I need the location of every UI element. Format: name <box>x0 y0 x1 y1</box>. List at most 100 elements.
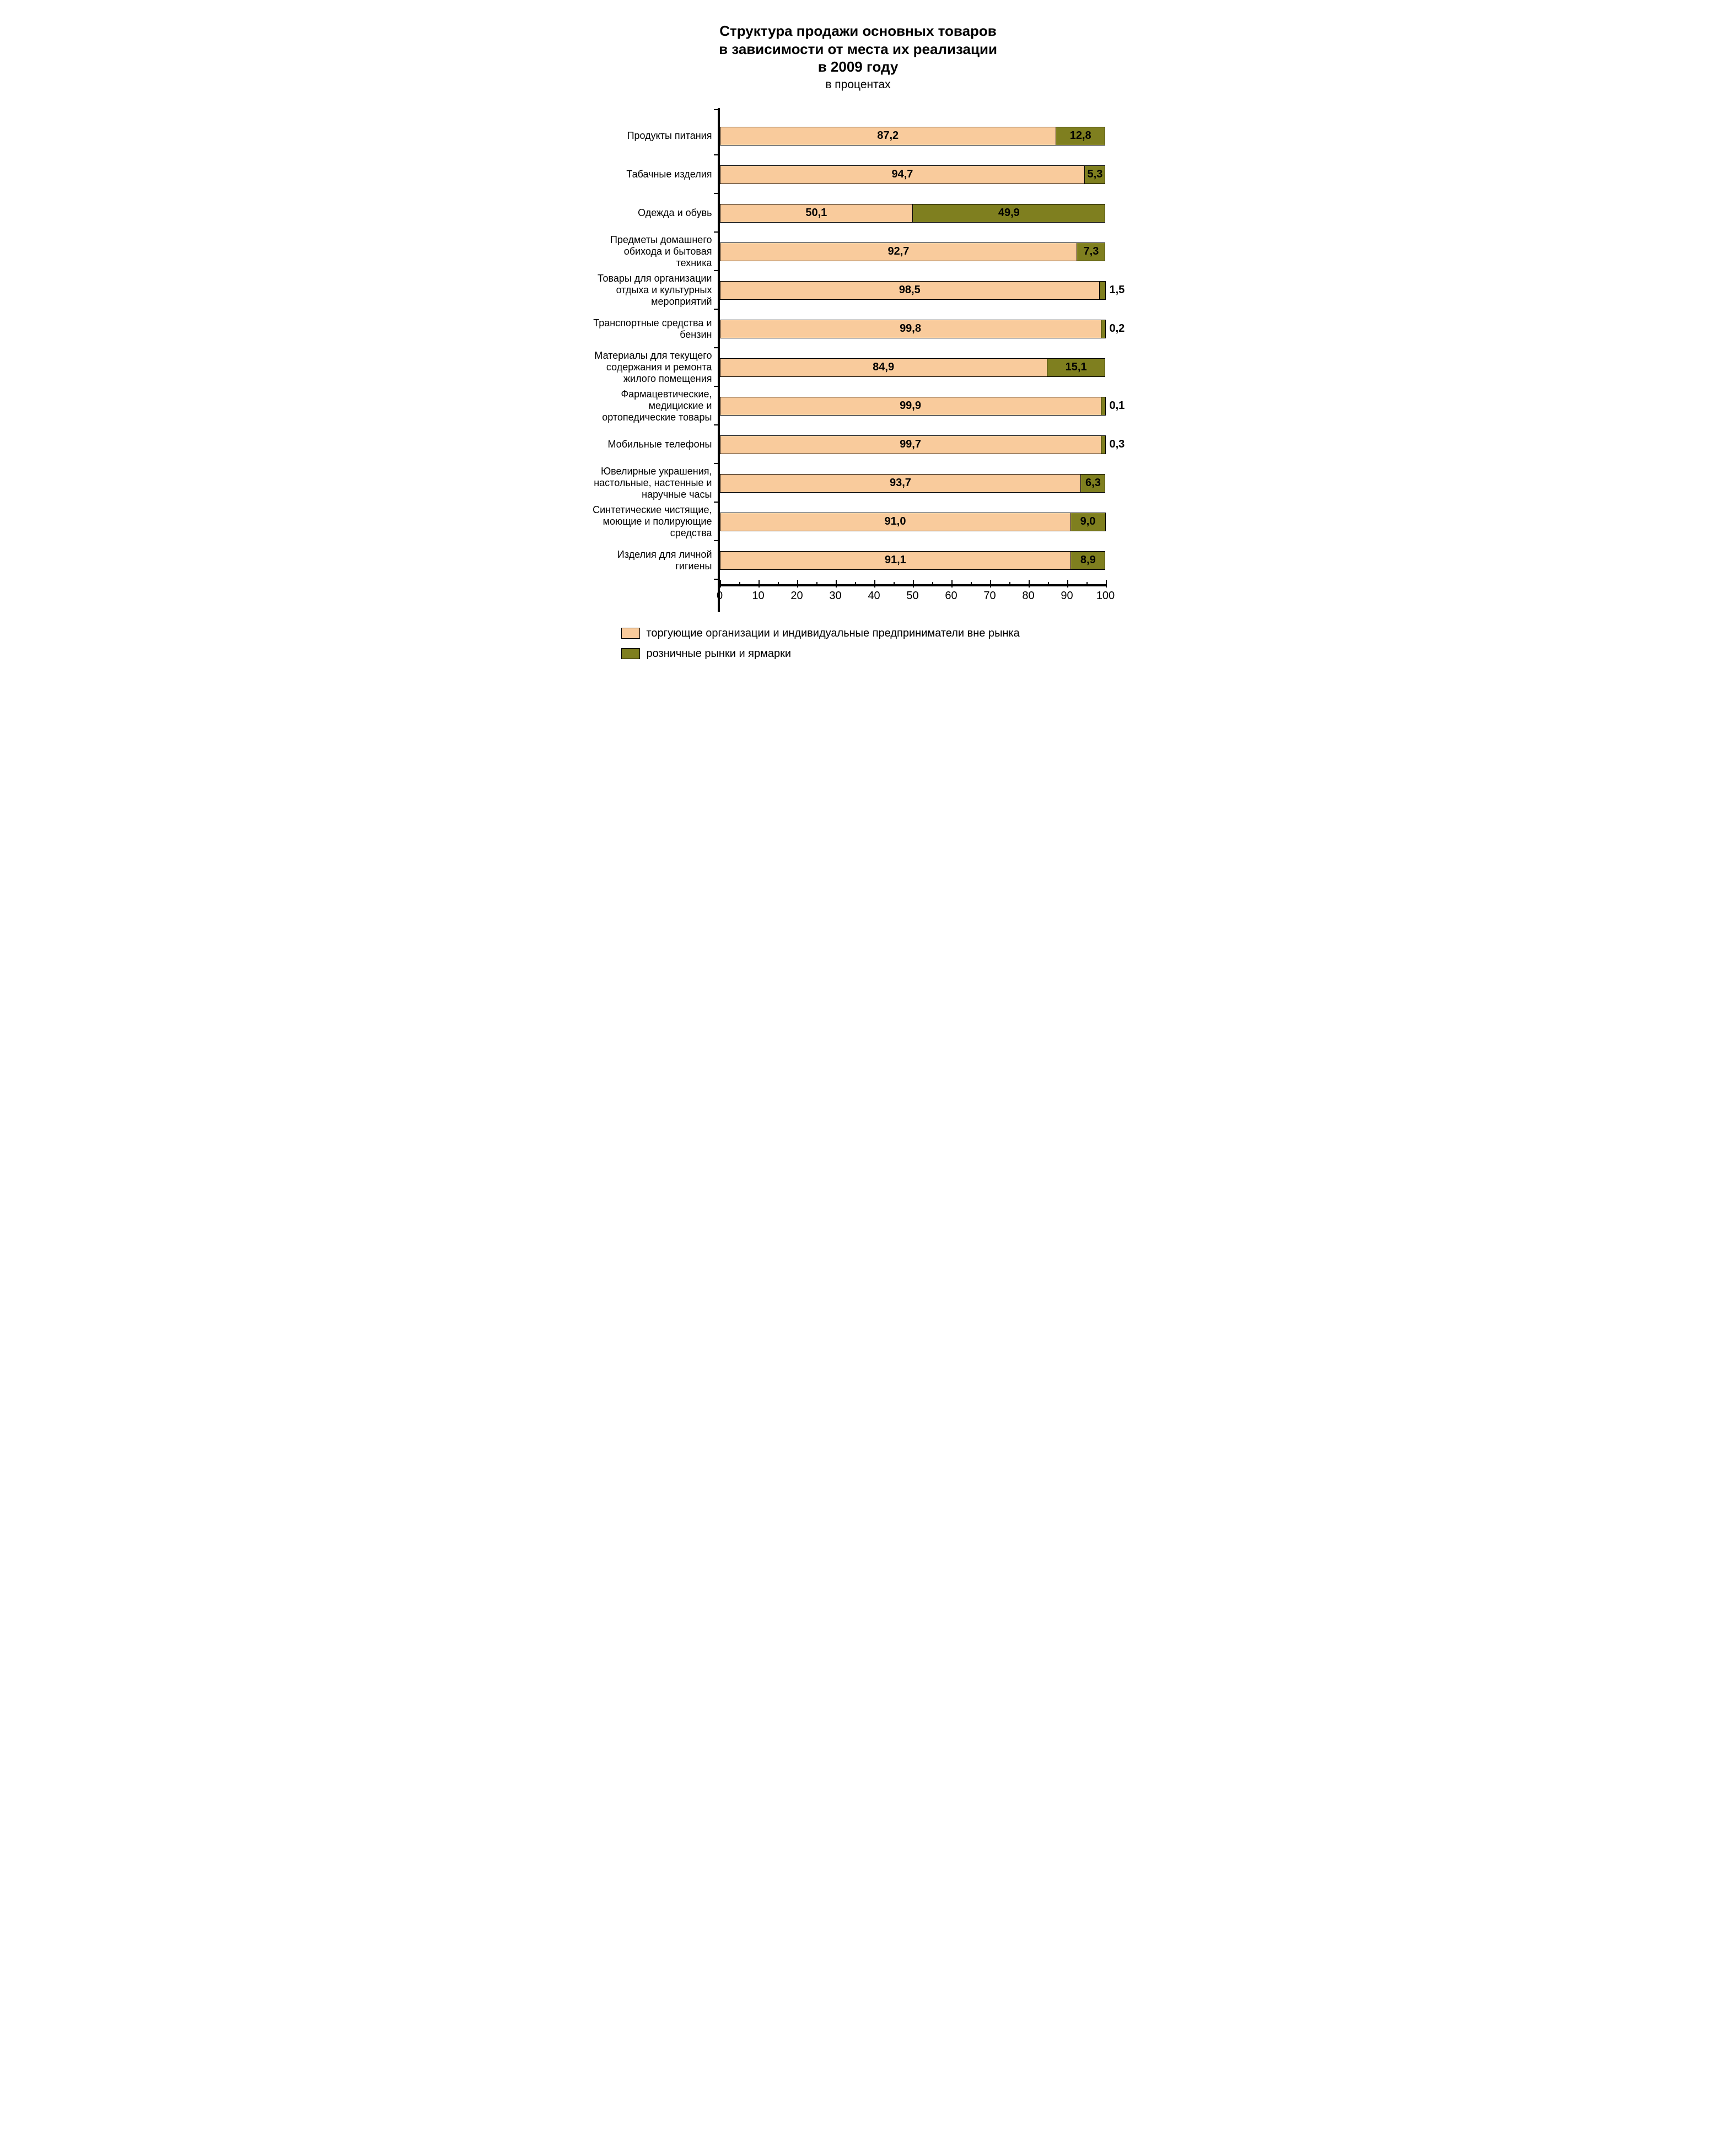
x-tick-minor <box>739 582 740 586</box>
bar-row: 98,5 1,5 <box>720 271 1133 310</box>
bar-row: 84,9 15,1 <box>720 348 1133 387</box>
bars-container: 87,2 12,8 94,75,3 50,1 49,9 92,7 7,3 98,5 1,5 99,… <box>720 108 1133 580</box>
bar-segment-series-1: 99,7 <box>720 435 1101 454</box>
bar-value: 91,1 <box>885 554 906 567</box>
bar-segment-series-1: 94,7 <box>720 165 1085 184</box>
bar-segment-series-1: 91,1 <box>720 551 1072 570</box>
bar-segment-series-1: 84,9 <box>720 358 1047 377</box>
x-tick-label: 80 <box>1022 590 1034 602</box>
chart-title: Структура продажи основных товаровв зави… <box>588 22 1128 76</box>
category-label: Фармацевтические, медициские и ортопедич… <box>588 387 718 425</box>
legend-label: торгующие организации и индивидуальные п… <box>647 627 1020 640</box>
bar-segment-series-2: 6,3 <box>1081 474 1105 493</box>
category-label: Одежда и обувь <box>588 194 718 233</box>
bar-value: 98,5 <box>899 284 921 297</box>
y-axis-labels: Продукты питанияТабачные изделияОдежда и… <box>588 108 718 612</box>
bars-area: 87,2 12,8 94,75,3 50,1 49,9 92,7 7,3 98,5 1,5 99,… <box>718 108 1133 612</box>
bar-segment-series-1: 98,5 <box>720 281 1100 300</box>
bar-segment-series-1: 93,7 <box>720 474 1082 493</box>
x-axis: 0102030405060708090100 <box>720 584 1106 612</box>
bar-value: 1,5 <box>1110 284 1125 297</box>
bar-value: 9,0 <box>1080 515 1096 528</box>
x-tick-label: 70 <box>983 590 996 602</box>
bar-segment-series-1: 50,1 <box>720 204 913 223</box>
legend-item: торгующие организации и индивидуальные п… <box>621 627 1128 640</box>
legend-item: розничные рынки и ярмарки <box>621 648 1128 660</box>
bar-value: 7,3 <box>1084 245 1099 258</box>
x-tick-minor <box>1009 582 1010 586</box>
category-label: Товары для организации отдыха и культурн… <box>588 271 718 310</box>
bar-segment-series-2: 1,5 <box>1100 281 1106 300</box>
bar-value: 49,9 <box>998 207 1020 219</box>
category-label: Мобильные телефоны <box>588 425 718 464</box>
bar-value: 87,2 <box>877 130 899 142</box>
x-tick-label: 90 <box>1061 590 1073 602</box>
bar-segment-series-2: 0,3 <box>1101 435 1106 454</box>
bar-row: 99,9 0,1 <box>720 387 1133 425</box>
legend-label: розничные рынки и ярмарки <box>647 648 792 660</box>
x-tick-label: 10 <box>752 590 764 602</box>
bar-segment-series-2: 0,2 <box>1101 320 1106 338</box>
bar-row: 91,0 9,0 <box>720 503 1133 541</box>
bar-segment-series-2: 8,9 <box>1071 551 1105 570</box>
bar-segment-series-1: 87,2 <box>720 127 1056 145</box>
bar-value: 99,9 <box>900 400 921 412</box>
x-tick-label: 20 <box>790 590 803 602</box>
bar-segment-series-1: 99,9 <box>720 397 1101 416</box>
x-tick-minor <box>894 582 895 586</box>
bar-value: 0,2 <box>1110 322 1125 335</box>
category-label: Предметы домашнего обихода и бытовая тех… <box>588 233 718 271</box>
bar-value: 15,1 <box>1066 361 1087 374</box>
chart-container: Структура продажи основных товаровв зави… <box>588 22 1128 660</box>
bar-value: 5,3 <box>1088 168 1103 181</box>
category-label: Материалы для текущего содержания и ремо… <box>588 348 718 387</box>
bar-value: 99,8 <box>900 322 921 335</box>
bar-row: 50,1 49,9 <box>720 194 1133 233</box>
bar-segment-series-1: 91,0 <box>720 513 1071 531</box>
bar-segment-series-2: 0,1 <box>1101 397 1106 416</box>
x-tick-label: 30 <box>829 590 841 602</box>
bar-row: 93,7 6,3 <box>720 464 1133 503</box>
bar-value: 50,1 <box>805 207 827 219</box>
bar-segment-series-1: 92,7 <box>720 242 1078 261</box>
x-tick-minor <box>1086 582 1088 586</box>
bar-segment-series-2: 7,3 <box>1077 242 1105 261</box>
x-tick-minor <box>855 582 856 586</box>
bar-value: 8,9 <box>1080 554 1096 567</box>
category-label: Синтетические чистящие, моющие и полирую… <box>588 503 718 541</box>
bar-row: 99,8 0,2 <box>720 310 1133 348</box>
bar-value: 0,1 <box>1110 400 1125 412</box>
bar-segment-series-2: 15,1 <box>1047 358 1106 377</box>
plot-area: Продукты питанияТабачные изделияОдежда и… <box>588 108 1128 612</box>
category-label: Ювелирные украшения, настольные, настенн… <box>588 464 718 503</box>
x-tick-minor <box>932 582 933 586</box>
x-tick-label: 40 <box>868 590 880 602</box>
category-label: Транспортные средства и бензин <box>588 310 718 348</box>
x-tick-minor <box>971 582 972 586</box>
x-tick-label: 100 <box>1096 590 1115 602</box>
x-tick-label: 60 <box>945 590 957 602</box>
legend-swatch <box>621 648 640 659</box>
bar-segment-series-2: 49,9 <box>913 204 1105 223</box>
chart-subtitle: в процентах <box>588 78 1128 91</box>
bar-segment-series-2: 5,3 <box>1085 165 1105 184</box>
bar-segment-series-2: 9,0 <box>1071 513 1106 531</box>
bar-row: 87,2 12,8 <box>720 117 1133 155</box>
bar-row: 92,7 7,3 <box>720 233 1133 271</box>
x-tick-minor <box>816 582 817 586</box>
bar-row: 94,75,3 <box>720 155 1133 194</box>
bar-value: 6,3 <box>1085 477 1101 489</box>
bar-row: 99,70,3 <box>720 425 1133 464</box>
bar-value: 93,7 <box>890 477 911 489</box>
legend-swatch <box>621 628 640 639</box>
legend: торгующие организации и индивидуальные п… <box>621 627 1128 660</box>
bar-value: 12,8 <box>1070 130 1091 142</box>
category-label: Табачные изделия <box>588 155 718 194</box>
bar-row: 91,1 8,9 <box>720 541 1133 580</box>
category-label: Изделия для личной гигиены <box>588 541 718 580</box>
category-label: Продукты питания <box>588 117 718 155</box>
bar-value: 91,0 <box>885 515 906 528</box>
bar-value: 0,3 <box>1110 438 1125 451</box>
bar-segment-series-2: 12,8 <box>1056 127 1106 145</box>
bar-segment-series-1: 99,8 <box>720 320 1101 338</box>
